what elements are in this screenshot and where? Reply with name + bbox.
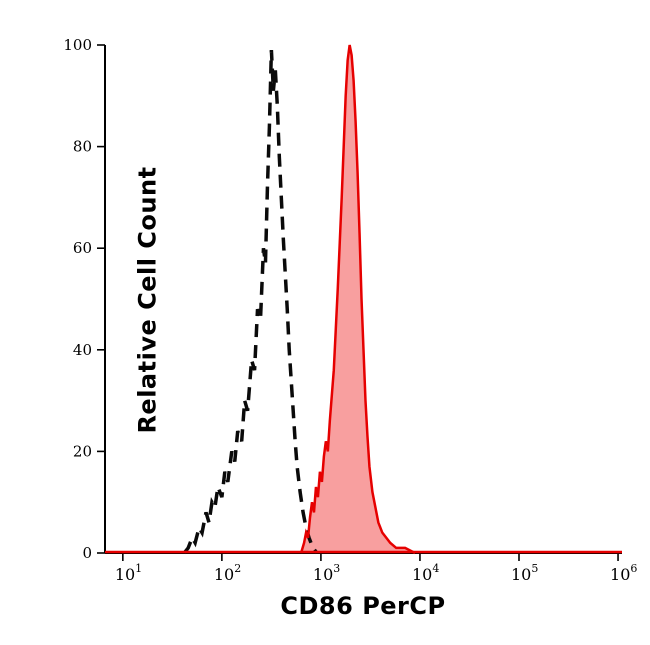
x-tick-label: 102 xyxy=(214,562,241,584)
x-tick-label: 101 xyxy=(115,562,142,584)
y-tick-label: 40 xyxy=(73,341,92,359)
y-tick-label: 0 xyxy=(82,544,92,562)
series-line-cd86-percp-stained xyxy=(299,44,416,555)
x-tick-label: 105 xyxy=(511,562,538,584)
series-line-unstained-control xyxy=(182,49,319,555)
x-tick-label: 104 xyxy=(412,562,439,584)
x-tick-label: 106 xyxy=(610,562,637,584)
y-tick-label: 80 xyxy=(73,138,92,156)
x-axis-label: CD86 PerCP xyxy=(280,592,446,620)
y-axis-label: Relative Cell Count xyxy=(133,166,162,434)
y-tick-label: 60 xyxy=(73,239,92,257)
y-tick-label: 100 xyxy=(63,36,92,54)
y-tick-label: 20 xyxy=(73,442,92,460)
series-fill-cd86-percp-stained xyxy=(301,45,416,553)
x-tick-label: 103 xyxy=(313,562,340,584)
